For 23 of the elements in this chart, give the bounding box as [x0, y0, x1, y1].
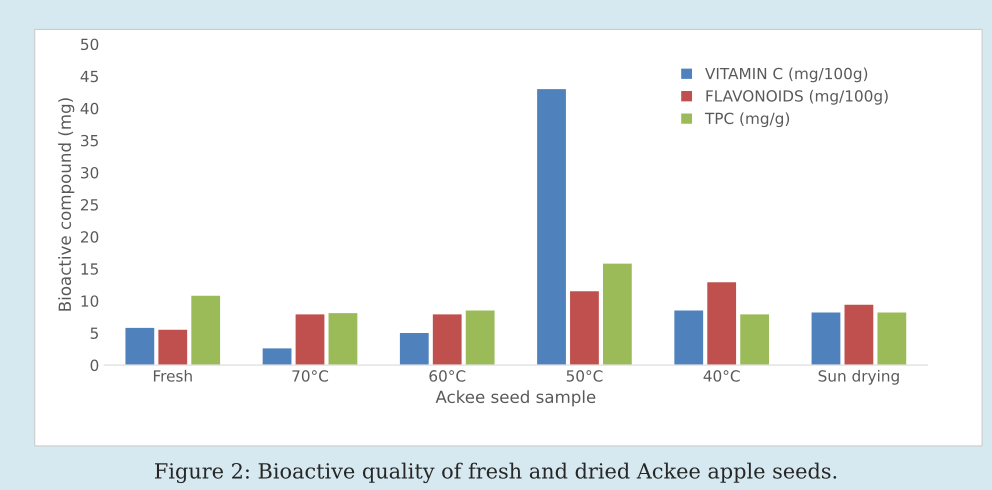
x-tick-label: 70°C: [292, 370, 328, 382]
y-tick-label: 5: [90, 328, 98, 339]
x-tick-label: Fresh: [154, 370, 192, 382]
legend-label: TPC (mg/g): [704, 112, 790, 128]
y-axis-title: Bioactive compound (mg): [58, 98, 74, 311]
legend-label: VITAMIN C (mg/100g): [705, 67, 868, 82]
y-tick-label: 30: [81, 166, 98, 178]
y-tick-label: 25: [80, 199, 98, 211]
caption: Figure 2: Bioactive quality of fresh and dried Ackee apple seeds.: [155, 462, 836, 484]
y-tick-label: 40: [80, 102, 98, 114]
y-tick-label: 10: [82, 295, 98, 307]
y-tick-label: 20: [80, 231, 98, 243]
x-tick-label: 60°C: [429, 370, 466, 382]
y-tick-label: 45: [80, 70, 98, 82]
x-tick-label: Sun drying: [818, 370, 899, 385]
legend-label: FLAVONOIDS (mg/100g): [706, 90, 888, 105]
x-tick-label: 50°C: [566, 370, 602, 382]
y-tick-label: 35: [81, 134, 98, 146]
y-tick-label: 15: [82, 263, 98, 275]
x-tick-label: 40°C: [704, 370, 740, 382]
y-tick-label: 0: [90, 360, 98, 372]
x-axis-title: Ackee seed sample: [436, 390, 596, 406]
y-tick-label: 50: [81, 38, 98, 50]
